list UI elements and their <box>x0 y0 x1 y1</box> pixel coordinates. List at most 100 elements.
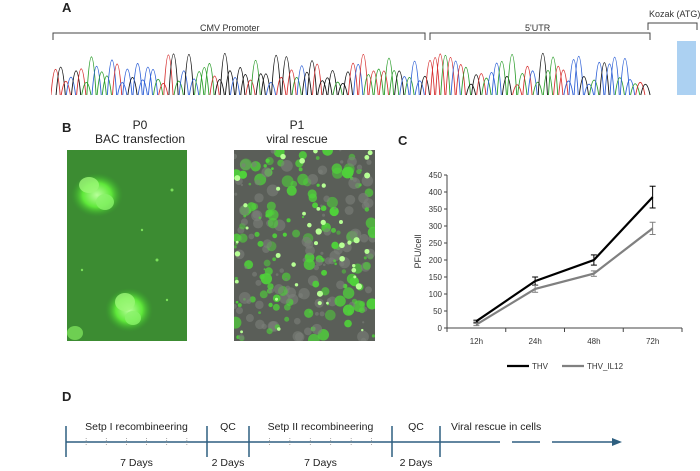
chromatogram-peak <box>204 63 215 96</box>
chromatogram-peak <box>450 60 461 96</box>
bright-cell <box>347 240 352 245</box>
bright-cell <box>317 300 322 306</box>
y-tick-label: 350 <box>429 205 443 214</box>
cell-spot <box>340 160 344 164</box>
gfp-brightfield-overlay-image <box>234 150 375 341</box>
chromatogram-peak <box>224 70 236 96</box>
chromatogram-peak <box>353 63 364 96</box>
bright-cell <box>240 330 243 334</box>
chromatogram-peak <box>322 77 333 96</box>
cell-spot <box>362 321 365 324</box>
cell-spot <box>360 169 363 172</box>
cell-spot <box>237 303 242 308</box>
cell-spot <box>322 150 333 156</box>
chromatogram-peak <box>491 62 502 96</box>
cell-spot <box>259 274 265 280</box>
bright-cell <box>245 226 249 230</box>
cell-spot <box>324 309 336 321</box>
cell-spot <box>234 304 237 309</box>
y-tick-label: 450 <box>429 171 443 180</box>
cell-spot <box>347 156 357 167</box>
chromatogram-peak <box>594 61 605 96</box>
cell-spot <box>315 258 323 266</box>
chromatogram-peak <box>55 66 66 96</box>
chromatogram-peak <box>260 73 271 96</box>
cell-spot <box>320 204 323 208</box>
chromatogram-peak <box>86 56 97 96</box>
chromatogram-peak <box>548 56 559 96</box>
cell-spot <box>239 158 252 171</box>
bright-cell <box>320 219 326 226</box>
bright-cell <box>280 153 286 160</box>
chromatogram-peak <box>337 83 348 96</box>
cell-spot <box>234 276 238 281</box>
cell-spot <box>284 316 290 322</box>
cell-spot <box>272 303 280 311</box>
cell-spot <box>235 306 244 315</box>
chromatogram-peak <box>419 75 430 96</box>
chromatogram-peak <box>245 79 256 96</box>
gfp-fluorescence-image <box>67 150 187 341</box>
chromatogram-peak <box>60 80 71 96</box>
cell-spot <box>280 159 293 172</box>
cell-spot <box>262 239 272 249</box>
cell-spot <box>252 271 258 277</box>
bright-cell <box>315 228 322 235</box>
timeline-duration-label: 7 Days <box>120 457 153 469</box>
kozak-highlight <box>677 41 696 95</box>
chromatogram-peak <box>301 71 312 96</box>
cell-spot <box>313 264 320 271</box>
chromatogram-peak <box>112 63 123 96</box>
bright-cell <box>361 328 364 332</box>
chromatogram-peak <box>286 69 297 96</box>
chromatogram-peak <box>101 75 112 96</box>
chromatogram-peak <box>240 73 251 96</box>
cell-spot <box>307 333 320 341</box>
cell-spot <box>361 175 374 187</box>
chromatogram-peak <box>635 81 646 96</box>
cell-spot <box>359 301 366 307</box>
cell-spot <box>298 288 310 300</box>
cell-spot <box>341 269 347 274</box>
bright-cell <box>243 203 248 208</box>
panel-d-label: D <box>62 389 72 404</box>
chromatogram-peak <box>404 76 415 96</box>
cell-spot <box>286 185 297 196</box>
cell-spot <box>234 245 237 249</box>
cell-spot <box>240 218 248 226</box>
timeline-duration-label: 2 Days <box>400 457 433 469</box>
cell-spot <box>365 217 375 229</box>
chromatogram-peak <box>117 82 128 96</box>
chromatogram-peak <box>532 81 543 96</box>
bright-cell <box>302 211 306 216</box>
cell-spot <box>248 182 252 186</box>
chromatogram-peak <box>235 67 246 96</box>
cell-spot <box>292 331 304 341</box>
cell-spot <box>261 323 267 330</box>
cell-spot <box>363 256 367 260</box>
panel-b-label: B <box>62 120 72 135</box>
cell-spot <box>241 163 246 168</box>
chromatogram-peak <box>604 63 615 96</box>
cell-spot <box>366 298 375 310</box>
cell-spot <box>275 273 279 276</box>
cell-spot <box>251 210 263 222</box>
utr-label: 5'UTR <box>525 23 551 33</box>
cell-spot <box>259 290 268 299</box>
bright-cell <box>364 248 370 254</box>
chromatogram-peak <box>430 57 441 96</box>
cell-spot <box>322 213 326 217</box>
y-tick-label: 250 <box>429 239 443 248</box>
chromatogram-peak <box>163 54 174 96</box>
chromatogram-peak <box>173 80 184 96</box>
chromatogram-peak <box>640 83 651 96</box>
chromatogram-peak <box>507 54 518 96</box>
cell-spot <box>245 314 254 323</box>
cell-spot <box>320 251 324 255</box>
chromatogram-peak <box>158 82 169 96</box>
cell-spot <box>358 192 369 204</box>
cell-spot <box>358 307 366 314</box>
cell-spot <box>279 268 284 273</box>
cell-spot <box>312 280 320 288</box>
cell-spot <box>281 272 291 282</box>
